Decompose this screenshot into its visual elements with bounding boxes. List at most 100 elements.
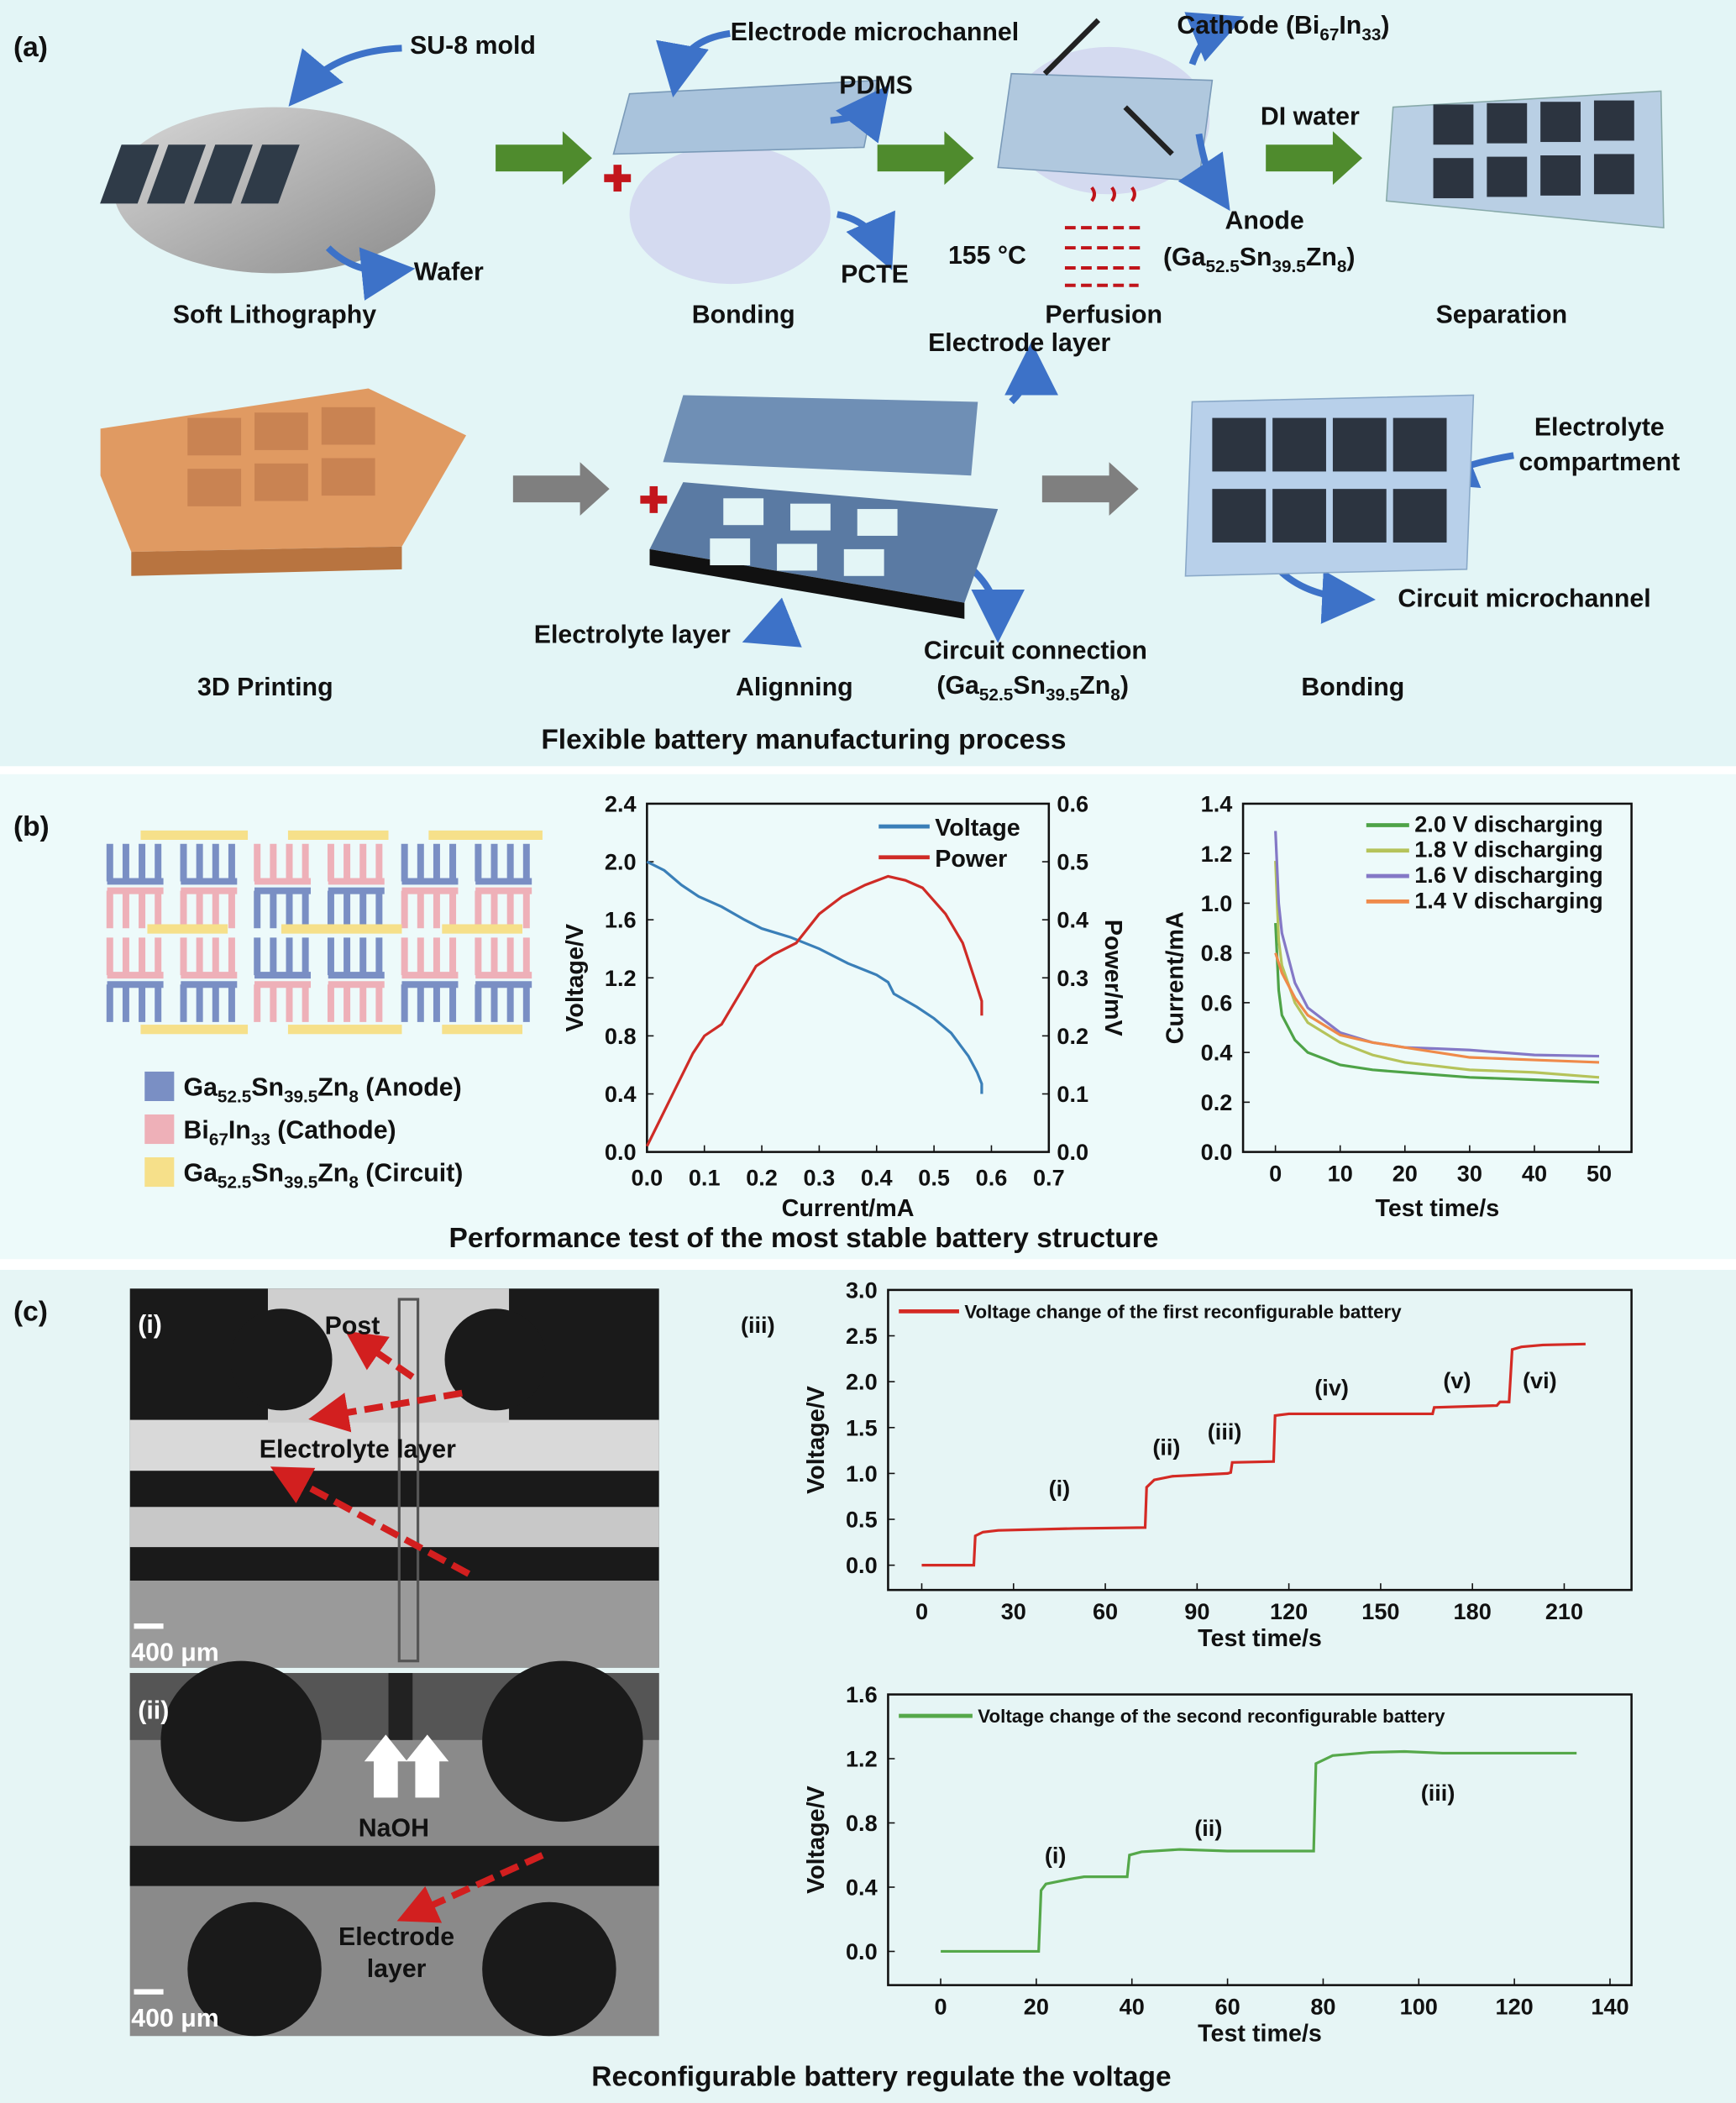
heater-icon <box>1064 186 1146 287</box>
x-tick-label: 40 <box>1120 1994 1145 2020</box>
pcte-membrane-illustration <box>629 144 831 285</box>
legend-swatch <box>144 1156 175 1188</box>
step-annotation: (iii) <box>1421 1780 1455 1806</box>
subscript: 39.5 <box>284 1173 317 1193</box>
x-tick-label: 0 <box>915 1598 928 1624</box>
y-tick-label: 0.8 <box>1201 940 1233 966</box>
first-battery-voltage-chart: 0 30 60 90 120 150 180 210 0.0 0.5 1.0 1.5 2.0 2.5 3.0… <box>803 1277 1633 1652</box>
electrode-layer-label: Electrode <box>338 1923 454 1951</box>
electrode-pattern <box>1433 100 1634 199</box>
x-tick-label: 0 <box>1269 1161 1282 1187</box>
text-part: Bi <box>184 1117 209 1145</box>
electrode-comb <box>401 887 459 929</box>
red-dashed-arrows <box>270 1330 471 1577</box>
electrode-comb <box>475 843 532 885</box>
subscript: 8 <box>349 1173 359 1193</box>
y-tick-label: 2.5 <box>846 1323 878 1349</box>
electrode-comb <box>254 843 312 885</box>
step-annotation: (ii) <box>1194 1815 1222 1841</box>
subscript: 52.5 <box>218 1088 251 1107</box>
panel-c: (c) (i) Post Electrolyte layer 400 μm <box>0 1269 1736 2103</box>
step-annotation: (vi) <box>1523 1367 1557 1393</box>
micrograph-i: (i) Post Electrolyte layer 400 μm <box>129 1288 659 1668</box>
x-tick-label: 0.3 <box>804 1164 836 1190</box>
text-part: (Ga <box>1163 244 1207 271</box>
x-tick-label: 0.5 <box>918 1164 950 1190</box>
x-tick-label: 60 <box>1215 1994 1240 2020</box>
circuit-trace <box>442 924 523 934</box>
su8-mold-label: SU-8 mold <box>410 32 536 60</box>
x-tick-label: 120 <box>1496 1994 1534 2020</box>
x-tick-label: 90 <box>1184 1598 1209 1624</box>
series-line-0 <box>1274 922 1600 1084</box>
series-line-0 <box>646 860 983 1094</box>
text-part: Sn <box>251 1160 284 1188</box>
x-tick-label: 120 <box>1270 1598 1308 1624</box>
y-tick-label: 1.5 <box>846 1414 878 1440</box>
panel-a-caption: Flexible battery manufacturing process <box>541 725 1066 756</box>
legend-swatch <box>144 1114 175 1145</box>
electrode-comb <box>401 843 459 885</box>
electrode-layer-label: Electrode layer <box>928 329 1110 357</box>
scale-label: 400 μm <box>131 1639 218 1667</box>
electrode-comb <box>327 887 385 929</box>
y-tick-label: 2.0 <box>605 849 637 875</box>
panel-b: (b) Ga52.5Sn39.5Zn8 (Anode)Bi67In33 (Cat… <box>0 774 1736 1260</box>
su8-mold-illustration <box>100 144 300 204</box>
electrolyte-compartment-label: Electrolyte <box>1534 413 1665 441</box>
x-tick-label: 180 <box>1454 1598 1492 1624</box>
y-tick-label: 0.4 <box>846 1875 878 1901</box>
x-tick-label: 0.1 <box>689 1164 721 1190</box>
x-tick-label: 0.0 <box>631 1164 663 1190</box>
circuit-trace <box>287 1025 402 1035</box>
y-tick-label: 1.0 <box>1201 890 1233 916</box>
step-annotation: (v) <box>1443 1367 1471 1393</box>
post-label: Post <box>325 1313 380 1340</box>
electrolyte-compartment-label: compartment <box>1518 448 1680 476</box>
y-tick-label: 0.0 <box>846 1938 878 1964</box>
electrode-comb <box>401 937 459 979</box>
arrow-right-icon <box>1041 462 1139 517</box>
arrow-right-icon <box>496 131 592 186</box>
text-part: In <box>1339 12 1361 39</box>
step-perfusion: Perfusion <box>1045 301 1162 328</box>
subscript: 39.5 <box>1272 257 1306 276</box>
y-tick-label: 2.4 <box>605 791 637 817</box>
y2-tick-label: 0.5 <box>1057 849 1088 875</box>
circuit-trace <box>281 924 402 934</box>
step-separation: Separation <box>1436 301 1568 328</box>
circuit-trace <box>287 830 389 841</box>
x-axis-label: Test time/s <box>1198 2021 1322 2048</box>
series-line-1 <box>645 874 983 1147</box>
voltage-power-chart: 0.0 0.1 0.2 0.3 0.4 0.5 0.6 0.70.00.40.81.21.62… <box>562 791 1126 1223</box>
text-part: (Cathode) <box>270 1117 396 1145</box>
electrode-comb <box>475 887 532 929</box>
text-part: Sn <box>1013 672 1046 700</box>
electrode-comb <box>106 843 164 885</box>
y-tick-label: 0.8 <box>846 1810 878 1836</box>
arrow-up-icon <box>364 1734 449 1798</box>
plot-frame <box>887 1288 1633 1592</box>
electrode-comb <box>254 981 312 1022</box>
legend-label: Voltage change of the first reconfigurab… <box>964 1301 1402 1322</box>
subscript: 8 <box>1110 685 1120 705</box>
x-tick-label: 0.7 <box>1033 1164 1065 1190</box>
y2-tick-label: 0.1 <box>1057 1081 1088 1107</box>
naoh-label: NaOH <box>359 1815 429 1843</box>
panel-label: (a) <box>13 32 48 63</box>
step-bonding-final: Bonding <box>1301 674 1404 701</box>
text-part: In <box>228 1117 251 1145</box>
subscript: 52.5 <box>1205 257 1239 276</box>
y2-tick-label: 0.3 <box>1057 965 1088 991</box>
y2-tick-label: 0.0 <box>1057 1139 1088 1165</box>
x-tick-label: 80 <box>1310 1994 1335 2020</box>
text-part: (Anode) <box>359 1074 462 1102</box>
legend-label: Ga52.5Sn39.5Zn8 (Circuit) <box>184 1160 464 1193</box>
legend-label: 1.4 V discharging <box>1414 887 1602 913</box>
step-annotation: (iv) <box>1314 1375 1349 1401</box>
electrode-comb <box>106 937 164 979</box>
step-aligning: Alignning <box>736 674 853 701</box>
pdms-chip-illustration <box>612 79 878 155</box>
electrolyte-layer-label: Electrolyte layer <box>260 1435 456 1463</box>
circuit-trace <box>140 830 249 841</box>
